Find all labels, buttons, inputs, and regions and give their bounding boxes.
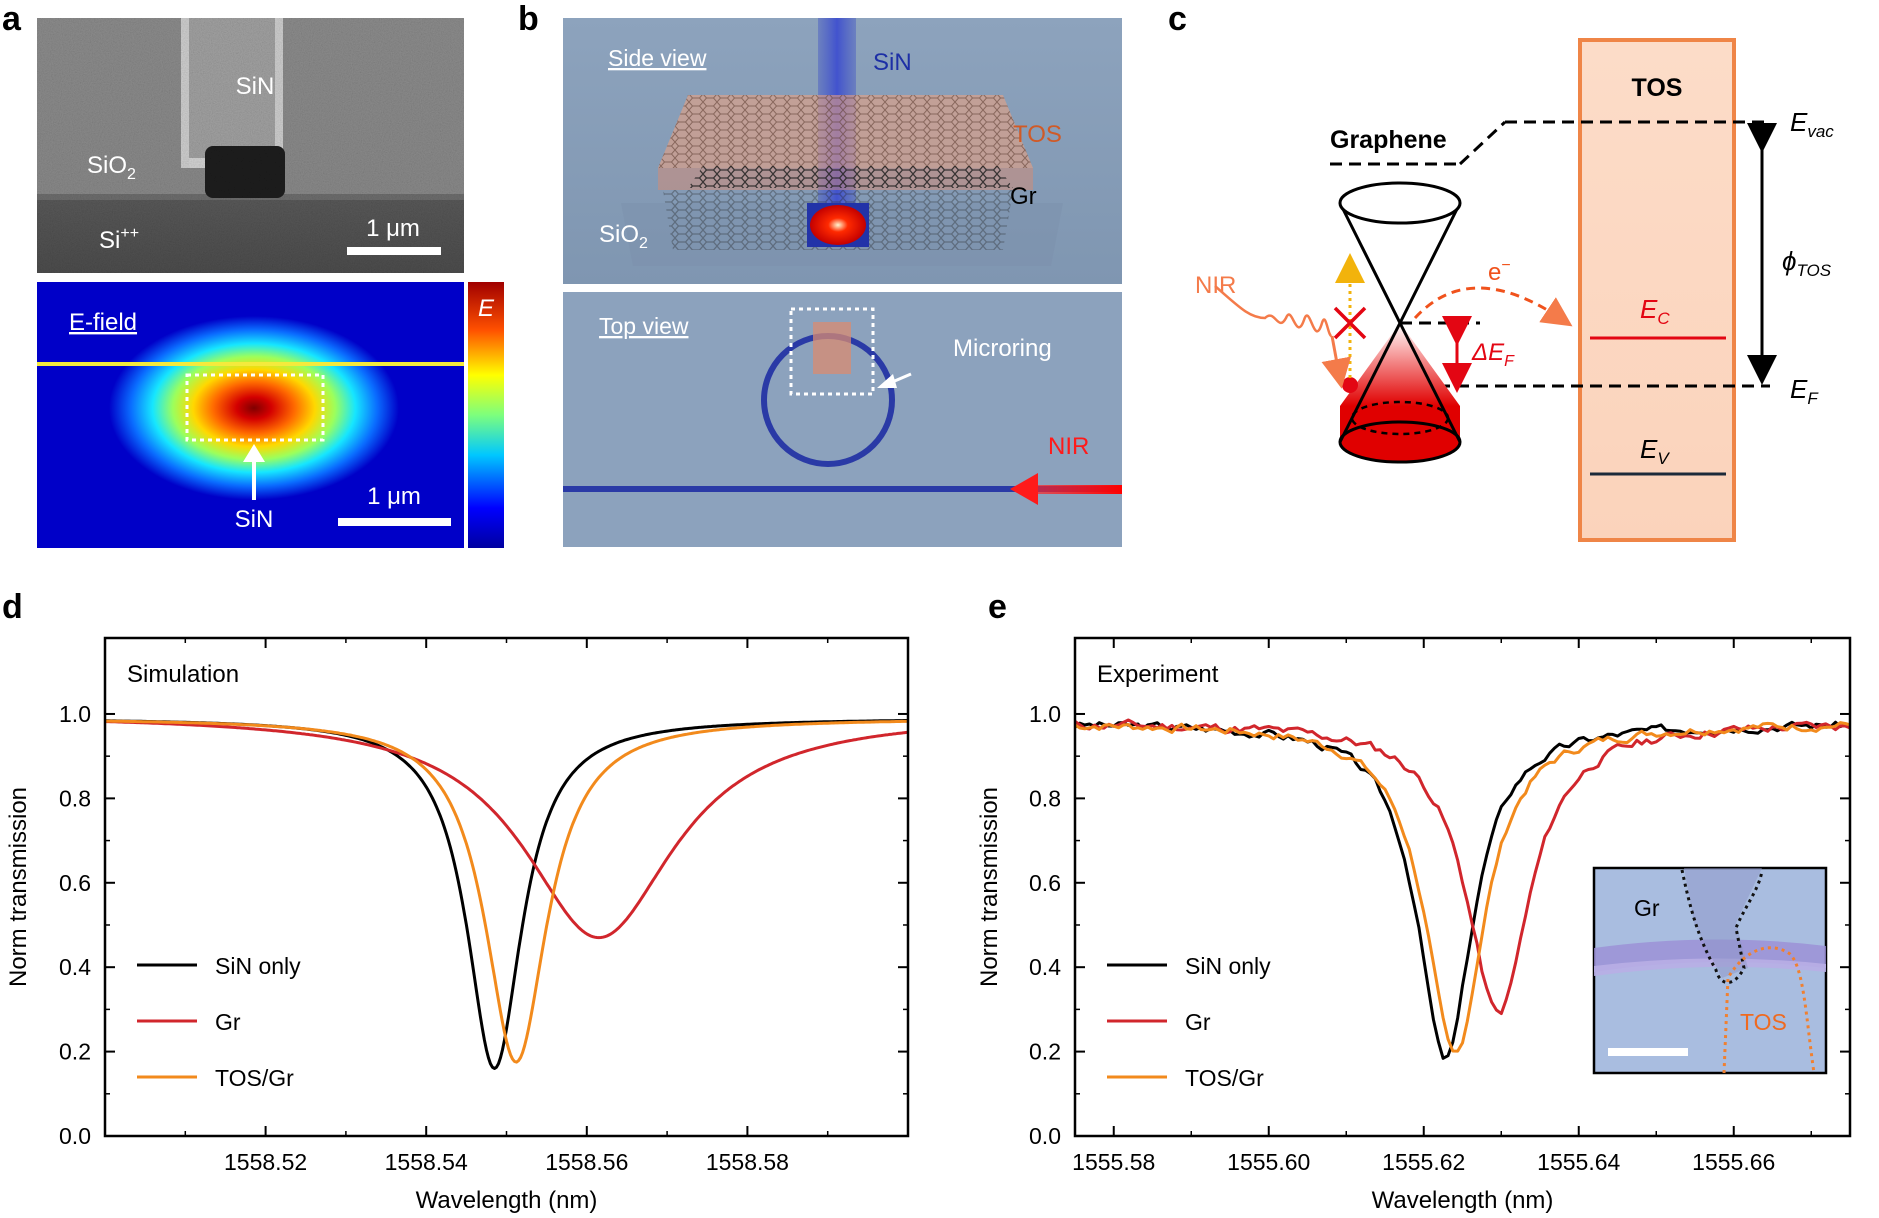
plot-area	[1075, 718, 1850, 1060]
y-tick-label: 0.2	[1029, 1039, 1061, 1065]
y-tick-label: 0.0	[1029, 1123, 1061, 1149]
y-tick-label: 0.6	[59, 870, 91, 896]
y-tick-label: 0.6	[1029, 870, 1061, 896]
legend-label: SiN only	[1185, 953, 1271, 979]
simulation-chart: 0.0 0.2 0.4 0.6 0.8 1.0 1558.52 1558.54 1558.56 1…	[5, 636, 910, 1214]
colorbar: E	[468, 282, 504, 548]
delta-ef-label: ΔEF	[1471, 339, 1515, 370]
x-tick-label: 1558.58	[706, 1149, 789, 1175]
tos-label: TOS	[1632, 74, 1683, 102]
top-view-title: Top view	[599, 313, 689, 339]
x-axis-label: Wavelength (nm)	[416, 1187, 598, 1214]
series-line-tos-gr	[105, 719, 908, 1064]
x-tick-label: 1555.66	[1692, 1149, 1775, 1175]
x-tick-label: 1555.62	[1382, 1149, 1465, 1175]
inset-graphene-outline	[1680, 869, 1764, 984]
y-axis-label: Norm transmission	[5, 787, 32, 987]
band-diagram: NIR Graphene TOS e− Evac ϕTOS EC EV EF Δ…	[1195, 38, 1834, 542]
efield-sin-label: SiN	[235, 506, 274, 533]
panel-letter-a: a	[2, 0, 21, 38]
graphene-label: Graphene	[1330, 126, 1447, 154]
inset-tos-outline	[1722, 946, 1816, 1074]
phi-tos-label: ϕTOS	[1782, 246, 1832, 280]
evac-label: Evac	[1790, 107, 1834, 141]
efield-scale-bar	[338, 518, 451, 526]
y-tick-label: 0.4	[59, 954, 91, 980]
band-nir-label: NIR	[1195, 272, 1236, 299]
x-tick-label: 1558.52	[224, 1149, 307, 1175]
x-axis-label: Wavelength (nm)	[1372, 1187, 1554, 1214]
y-tick-label: 1.0	[1029, 701, 1061, 727]
plot-frame	[103, 636, 910, 1138]
side-view-sio2-label: SiO2	[599, 221, 648, 252]
y-tick-label: 0.8	[1029, 785, 1061, 811]
side-view-title: Side view	[608, 45, 707, 71]
plot-frame	[1073, 636, 1852, 1138]
inset-gr-label: Gr	[1634, 895, 1660, 921]
efield-title: E-field	[69, 309, 137, 336]
series-line-tos-gr	[1075, 721, 1850, 1053]
top-view-schematic: Top view Microring NIR	[563, 292, 1122, 547]
y-tick-label: 0.0	[59, 1123, 91, 1149]
top-view-nir-label: NIR	[1048, 433, 1089, 460]
inset-graphene-region	[1684, 868, 1762, 978]
colorbar-label: E	[478, 295, 495, 322]
inset-tos-label: TOS	[1740, 1009, 1787, 1035]
legend-label: TOS/Gr	[215, 1065, 294, 1091]
x-tick-label: 1555.58	[1072, 1149, 1155, 1175]
x-tick-label: 1555.60	[1227, 1149, 1310, 1175]
panel-letter-c: c	[1168, 0, 1187, 38]
ef-label: EF	[1790, 374, 1819, 408]
x-tick-label: 1558.54	[385, 1149, 468, 1175]
sem-sin-label: SiN	[236, 73, 275, 100]
efield-map: SiN E-field 1 μm	[37, 282, 464, 548]
x-tick-label: 1558.56	[545, 1149, 628, 1175]
inset-scale-bar	[1608, 1048, 1688, 1056]
legend-label: Gr	[215, 1009, 241, 1035]
y-axis-label: Norm transmission	[976, 787, 1003, 987]
legend-label: SiN only	[215, 953, 301, 979]
side-view-gr-label: Gr	[1010, 183, 1037, 210]
legend-label: Gr	[1185, 1009, 1211, 1035]
sem-sio2-label: SiO2	[87, 152, 136, 183]
sem-scale-bar	[347, 247, 441, 255]
experiment-chart: 0.0 0.2 0.4 0.6 0.8 1.0 1555.58 1555.60 1555.62 1…	[976, 636, 1852, 1214]
electron-label: e−	[1488, 257, 1511, 286]
ev-label: EV	[1640, 434, 1670, 468]
ec-label: EC	[1640, 294, 1670, 328]
sem-si-label: Si++	[99, 225, 139, 254]
y-tick-label: 0.8	[59, 785, 91, 811]
chart-title: Experiment	[1097, 661, 1219, 688]
side-view-schematic: Side view SiN TOS Gr SiO2	[563, 18, 1122, 284]
legend-label: TOS/Gr	[1185, 1065, 1264, 1091]
plot-area	[105, 719, 908, 1070]
x-tick-label: 1555.64	[1537, 1149, 1620, 1175]
panel-letter-d: d	[2, 588, 23, 626]
panel-letter-e: e	[988, 588, 1007, 626]
y-tick-label: 0.4	[1029, 954, 1061, 980]
side-view-sin-label: SiN	[873, 49, 912, 76]
inset-waveguide-edge	[1594, 958, 1826, 976]
side-view-tos-label: TOS	[1013, 121, 1062, 148]
y-tick-label: 0.2	[59, 1039, 91, 1065]
panel-letter-b: b	[518, 0, 539, 38]
efield-scale-text: 1 μm	[367, 483, 421, 510]
sem-scale-text: 1 μm	[366, 215, 420, 242]
microring-label: Microring	[953, 335, 1052, 362]
chart-title: Simulation	[127, 661, 239, 688]
inset-micrograph: Gr TOS	[1592, 866, 1828, 1075]
y-tick-label: 1.0	[59, 701, 91, 727]
series-line-gr	[105, 720, 908, 940]
sem-image: SiN SiO2 Si++ 1 μm	[37, 18, 464, 273]
